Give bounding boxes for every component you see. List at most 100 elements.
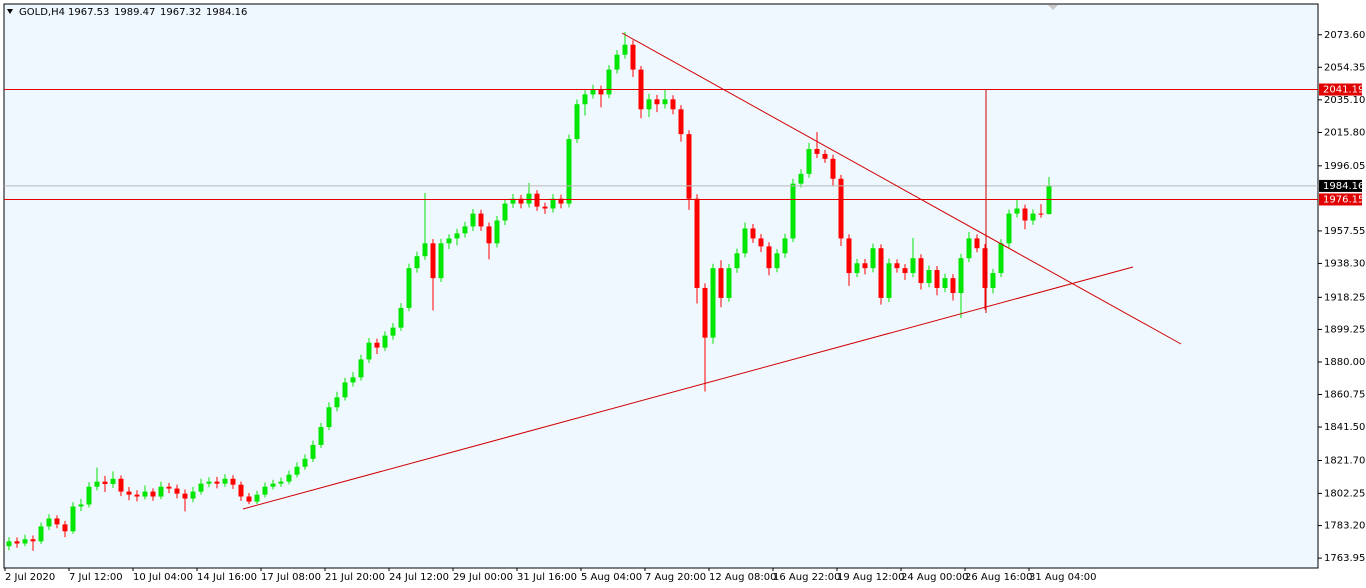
menu-arrow bbox=[7, 9, 13, 14]
candle-body bbox=[334, 397, 340, 408]
candle-body bbox=[478, 213, 484, 227]
candle-body bbox=[1046, 185, 1052, 215]
candle-body bbox=[78, 504, 84, 507]
candle-body bbox=[38, 526, 44, 542]
shift-marker bbox=[1048, 5, 1058, 10]
candle-body bbox=[862, 263, 868, 269]
candle-body bbox=[782, 238, 788, 254]
candle-body bbox=[462, 226, 468, 234]
candle-body bbox=[438, 243, 444, 279]
ohlc-open: 1967.53 bbox=[68, 7, 109, 18]
y-tick-label: 1783.20 bbox=[1324, 521, 1365, 532]
candle-body bbox=[198, 483, 204, 492]
labels: 2073.60 2054.35 2035.10 2015.80 1996.05 1957.… bbox=[4, 30, 1365, 583]
candle-body bbox=[454, 233, 460, 239]
ohlc-low: 1967.32 bbox=[160, 7, 201, 18]
trend-line bbox=[621, 32, 1182, 345]
x-tick-label: 7 Aug 20:00 bbox=[645, 572, 706, 583]
candle-body bbox=[366, 342, 372, 360]
x-tick-label: 14 Jul 16:00 bbox=[197, 572, 257, 583]
candle-body bbox=[1014, 208, 1020, 214]
x-tick-label: 5 Aug 04:00 bbox=[581, 572, 642, 583]
y-tick-label: 1996.05 bbox=[1324, 161, 1365, 172]
candle-body bbox=[486, 226, 492, 244]
candle-body bbox=[526, 193, 532, 204]
candle-body bbox=[422, 243, 428, 257]
candle-body bbox=[742, 228, 748, 254]
candle-body bbox=[510, 198, 516, 204]
x-tick-label: 29 Jul 00:00 bbox=[453, 572, 513, 583]
candle-body bbox=[982, 248, 988, 288]
candle-body bbox=[846, 238, 852, 274]
candle-body bbox=[142, 491, 148, 497]
y-tick-label: 1860.75 bbox=[1324, 390, 1365, 401]
candle-body bbox=[790, 183, 796, 239]
candle-body bbox=[550, 198, 556, 209]
candle-body bbox=[902, 268, 908, 274]
candle-body bbox=[126, 491, 132, 495]
x-tick-label: 26 Aug 16:00 bbox=[965, 572, 1032, 583]
candle-body bbox=[414, 256, 420, 269]
candle-body bbox=[894, 263, 900, 269]
candle-body bbox=[134, 494, 140, 497]
candle-body bbox=[966, 238, 972, 259]
candle-body bbox=[518, 198, 524, 204]
candle-body bbox=[54, 518, 60, 525]
candle-body bbox=[30, 539, 36, 542]
candle-body bbox=[854, 263, 860, 274]
x-tick-label: 2 Jul 2020 bbox=[5, 572, 55, 583]
candle-body bbox=[310, 444, 316, 459]
candle-body bbox=[118, 478, 124, 492]
candle-body bbox=[6, 541, 12, 547]
y-tick-label: 1918.25 bbox=[1324, 292, 1365, 303]
candle-body bbox=[686, 134, 692, 199]
candle-body bbox=[670, 99, 676, 110]
candle-body bbox=[606, 69, 612, 95]
price-label-box bbox=[1319, 179, 1362, 192]
candle-body bbox=[814, 149, 820, 154]
candle-body bbox=[950, 278, 956, 294]
candle-body bbox=[182, 493, 188, 499]
candle-body bbox=[446, 238, 452, 244]
candle-body bbox=[878, 248, 884, 298]
candle-body bbox=[766, 246, 772, 269]
candle-body bbox=[342, 382, 348, 398]
candle-body bbox=[910, 258, 916, 274]
candle-body bbox=[654, 99, 660, 105]
y-tick-label: 1938.30 bbox=[1324, 258, 1365, 269]
y-tick-label: 1841.50 bbox=[1324, 422, 1365, 433]
candle-body bbox=[534, 193, 540, 207]
x-tick-label: 24 Jul 12:00 bbox=[389, 572, 449, 583]
candle-body bbox=[278, 481, 284, 484]
candle-body bbox=[390, 327, 396, 336]
candle-body bbox=[1038, 213, 1044, 215]
candle-body bbox=[734, 253, 740, 269]
candle-body bbox=[262, 486, 268, 495]
ohlc-high: 1989.47 bbox=[114, 7, 155, 18]
candle-body bbox=[590, 89, 596, 95]
y-tick-label: 1880.00 bbox=[1324, 357, 1365, 368]
x-tick-label: 7 Jul 12:00 bbox=[69, 572, 123, 583]
candle-body bbox=[750, 228, 756, 239]
candle-body bbox=[206, 481, 212, 484]
candle-body bbox=[246, 496, 252, 502]
candle-body bbox=[318, 427, 324, 445]
candle-body bbox=[598, 89, 604, 95]
candle-body bbox=[214, 481, 220, 484]
level-label-box bbox=[1319, 83, 1362, 96]
candle-body bbox=[230, 478, 236, 485]
candle-body bbox=[294, 466, 300, 475]
candle-body bbox=[350, 377, 356, 383]
candle-body bbox=[22, 539, 28, 544]
candle-body bbox=[582, 94, 588, 105]
candle-body bbox=[382, 335, 388, 348]
candle-body bbox=[830, 158, 836, 179]
candle-body bbox=[926, 270, 932, 284]
candle-body bbox=[286, 474, 292, 482]
candle-body bbox=[46, 518, 52, 527]
x-tick-label: 21 Jul 20:00 bbox=[325, 572, 385, 583]
candle-body bbox=[302, 458, 308, 467]
candle-body bbox=[110, 478, 116, 484]
candle-body bbox=[358, 359, 364, 378]
